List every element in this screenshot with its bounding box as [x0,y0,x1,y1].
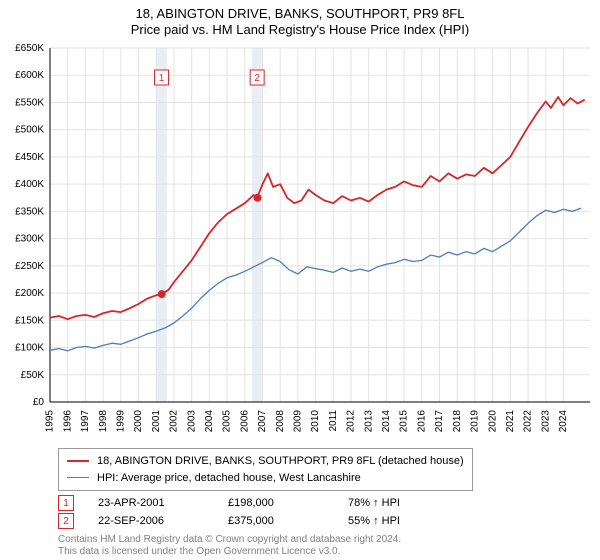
footnote: Contains HM Land Registry data © Crown c… [58,534,401,557]
legend-label: 18, ABINGTON DRIVE, BANKS, SOUTHPORT, PR… [97,453,464,470]
svg-text:2013: 2013 [363,410,374,433]
chart-plot: £0 £50K £100K £150K £200K £250K £300K £350K £400… [0,40,600,440]
svg-text:2023: 2023 [540,410,551,433]
svg-text:£450K: £450K [15,152,44,163]
svg-text:2015: 2015 [399,410,410,433]
svg-text:£350K: £350K [15,206,44,217]
svg-text:2004: 2004 [204,410,215,433]
sale-marker-icon: 2 [58,513,74,529]
chart-subtitle: Price paid vs. HM Land Registry's House … [0,22,600,38]
sale-row: 2 22-SEP-2006 £375,000 55% ↑ HPI [58,512,400,530]
svg-text:1999: 1999 [115,410,126,433]
svg-text:£0: £0 [33,397,45,408]
svg-text:2024: 2024 [558,410,569,433]
svg-text:2002: 2002 [169,410,180,433]
svg-text:2016: 2016 [416,410,427,433]
svg-text:2020: 2020 [487,410,498,433]
svg-text:2014: 2014 [381,410,392,433]
sale-marker-icon: 1 [58,495,74,511]
sale-price: £375,000 [228,515,348,527]
legend-swatch [67,477,89,478]
svg-text:1996: 1996 [62,410,73,433]
svg-text:£550K: £550K [15,97,44,108]
footnote-line: This data is licensed under the Open Gov… [58,546,401,558]
svg-text:2: 2 [254,73,260,84]
svg-text:£400K: £400K [15,179,44,190]
svg-text:2019: 2019 [470,410,481,433]
svg-text:£650K: £650K [15,43,44,54]
chart-svg: £0 £50K £100K £150K £200K £250K £300K £350K £400… [0,40,600,440]
sale-date: 23-APR-2001 [98,497,228,509]
svg-text:£50K: £50K [21,370,45,381]
svg-text:1995: 1995 [45,410,56,433]
sale-hpi: 55% ↑ HPI [348,515,400,527]
svg-text:2008: 2008 [275,410,286,433]
sales-table: 1 23-APR-2001 £198,000 78% ↑ HPI 2 22-SE… [58,494,400,530]
legend-swatch [67,460,89,462]
svg-text:2006: 2006 [239,410,250,433]
titles: 18, ABINGTON DRIVE, BANKS, SOUTHPORT, PR… [0,0,600,39]
svg-text:2007: 2007 [257,410,268,433]
svg-text:2001: 2001 [151,410,162,433]
svg-text:2011: 2011 [328,410,339,432]
chart-container: { "title": "18, ABINGTON DRIVE, BANKS, S… [0,0,600,560]
svg-text:1998: 1998 [98,410,109,433]
sale-date: 22-SEP-2006 [98,515,228,527]
svg-text:£100K: £100K [15,343,44,354]
svg-text:2022: 2022 [523,410,534,433]
svg-text:£200K: £200K [15,288,44,299]
svg-text:£600K: £600K [15,70,44,81]
legend-item: 18, ABINGTON DRIVE, BANKS, SOUTHPORT, PR… [67,453,464,470]
svg-text:£300K: £300K [15,234,44,245]
footnote-line: Contains HM Land Registry data © Crown c… [58,534,401,546]
chart-title: 18, ABINGTON DRIVE, BANKS, SOUTHPORT, PR… [0,6,600,22]
svg-text:2009: 2009 [293,410,304,433]
svg-text:1: 1 [159,73,165,84]
svg-text:1997: 1997 [80,410,91,433]
legend-label: HPI: Average price, detached house, West… [97,470,361,487]
svg-text:2000: 2000 [133,410,144,433]
legend: 18, ABINGTON DRIVE, BANKS, SOUTHPORT, PR… [58,448,473,491]
svg-text:£150K: £150K [15,315,44,326]
svg-text:2021: 2021 [505,410,516,433]
sale-hpi: 78% ↑ HPI [348,497,400,509]
sale-row: 1 23-APR-2001 £198,000 78% ↑ HPI [58,494,400,512]
svg-text:2017: 2017 [434,410,445,433]
sale-price: £198,000 [228,497,348,509]
svg-text:2012: 2012 [346,410,357,433]
svg-text:2003: 2003 [186,410,197,433]
svg-text:£500K: £500K [15,125,44,136]
legend-item: HPI: Average price, detached house, West… [67,470,464,487]
svg-text:2018: 2018 [452,410,463,433]
svg-text:2005: 2005 [222,410,233,433]
svg-text:£250K: £250K [15,261,44,272]
svg-text:2010: 2010 [310,410,321,433]
